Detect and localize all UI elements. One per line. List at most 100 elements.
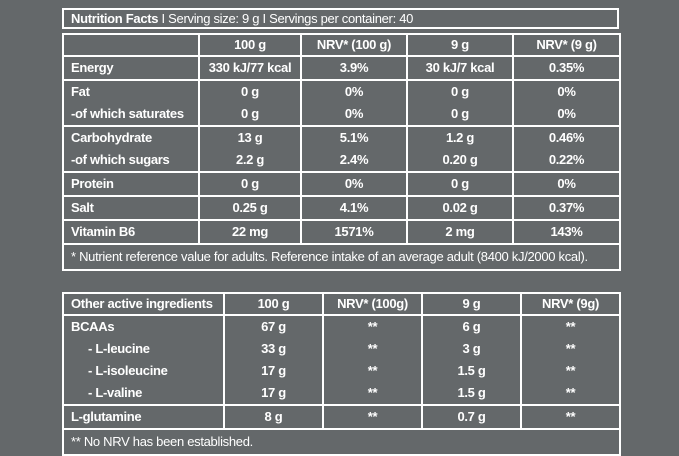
nutrient-value: 0% [512, 79, 621, 103]
nutrient-value: 0% [512, 171, 621, 196]
ingredient-label: BCAAs [62, 314, 225, 338]
nutrient-value: 0.25 g [198, 195, 302, 220]
header-nrv-9g: NRV* (9 g) [512, 34, 621, 56]
table-row-saturates: -of which saturates 0 g 0% 0 g 0% [62, 103, 621, 126]
ingredient-value: ** [520, 338, 621, 360]
nutrient-value: 0 g [198, 171, 302, 196]
nutrient-value: 0 g [198, 79, 302, 103]
table-row-energy: Energy 330 kJ/77 kcal 3.9% 30 kJ/7 kcal … [62, 55, 621, 80]
header-100g: 100 g [223, 293, 324, 315]
nutrient-value: 0.35% [512, 55, 621, 80]
nutrient-value: 0.22% [512, 149, 621, 172]
no-nrv-footnote-row: ** No NRV has been established. [62, 428, 621, 455]
nutrient-value: 143% [512, 219, 621, 244]
nutrient-label: Carbohydrate [62, 125, 200, 149]
ingredient-label: L-glutamine [62, 404, 225, 429]
header-100g: 100 g [198, 34, 302, 56]
nutrient-value: 1571% [300, 219, 408, 244]
ingredient-value: 67 g [223, 314, 324, 338]
nutrient-value: 0.46% [512, 125, 621, 149]
table-row-l-isoleucine: - L-isoleucine 17 g ** 1.5 g ** [62, 360, 621, 382]
nutrition-facts-title-bar: Nutrition Facts I Serving size: 9 g I Se… [62, 8, 619, 29]
nutrient-value: 3.9% [300, 55, 408, 80]
nutrient-value: 0 g [198, 103, 302, 126]
nutrient-value: 0 g [406, 103, 514, 126]
table-row-salt: Salt 0.25 g 4.1% 0.02 g 0.37% [62, 195, 621, 220]
nutrient-value: 4.1% [300, 195, 408, 220]
ingredient-value: ** [322, 382, 423, 405]
nutrient-value: 0.02 g [406, 195, 514, 220]
table-row-fat: Fat 0 g 0% 0 g 0% [62, 79, 621, 103]
ingredient-value: ** [322, 314, 423, 338]
ingredient-value: ** [322, 404, 423, 429]
header-nrv-100g: NRV* (100g) [322, 293, 423, 315]
table-row-protein: Protein 0 g 0% 0 g 0% [62, 171, 621, 196]
nutrient-label: Protein [62, 171, 200, 196]
ingredient-value: ** [520, 404, 621, 429]
table-row-l-leucine: - L-leucine 33 g ** 3 g ** [62, 338, 621, 360]
title-brand: Nutrition Facts [71, 11, 159, 26]
other-active-ingredients-table: Other active ingredients 100 g NRV* (100… [62, 292, 621, 456]
nutrient-value: 0.20 g [406, 149, 514, 172]
ingredient-value: 1.5 g [421, 382, 522, 405]
nutrient-value: 0 g [406, 171, 514, 196]
ingredient-value: 1.5 g [421, 360, 522, 382]
nutrition-label: Nutrition Facts I Serving size: 9 g I Se… [62, 8, 621, 456]
ingredient-value: ** [520, 314, 621, 338]
ingredients-header-row: Other active ingredients 100 g NRV* (100… [62, 293, 621, 315]
ingredient-value: 17 g [223, 360, 324, 382]
nrv-footnote-text: * Nutrient reference value for adults. R… [62, 243, 621, 270]
table-row-carbohydrate: Carbohydrate 13 g 5.1% 1.2 g 0.46% [62, 125, 621, 149]
nutrient-label: -of which saturates [62, 103, 200, 126]
nutrient-value: 30 kJ/7 kcal [406, 55, 514, 80]
ingredient-value: 33 g [223, 338, 324, 360]
nutrient-value: 1.2 g [406, 125, 514, 149]
nutrient-label: Salt [62, 195, 200, 220]
nutrition-header-row: 100 g NRV* (100 g) 9 g NRV* (9 g) [62, 34, 621, 56]
nutrient-value: 5.1% [300, 125, 408, 149]
ingredient-label: - L-leucine [62, 338, 225, 360]
header-other-active-ingredients: Other active ingredients [62, 293, 225, 315]
table-row-vitamin-b6: Vitamin B6 22 mg 1571% 2 mg 143% [62, 219, 621, 244]
nutrient-value: 0.37% [512, 195, 621, 220]
nutrient-value: 0% [300, 171, 408, 196]
nutrition-facts-table: 100 g NRV* (100 g) 9 g NRV* (9 g) Energy… [62, 33, 621, 271]
ingredient-label: - L-valine [62, 382, 225, 405]
title-serving-info: I Serving size: 9 g I Servings per conta… [158, 11, 414, 26]
table-row-bcaas: BCAAs 67 g ** 6 g ** [62, 314, 621, 338]
nrv-footnote-row: * Nutrient reference value for adults. R… [62, 243, 621, 270]
header-nrv-9g: NRV* (9g) [520, 293, 621, 315]
header-nrv-100g: NRV* (100 g) [300, 34, 408, 56]
nutrient-value: 330 kJ/77 kcal [198, 55, 302, 80]
nutrient-value: 0% [300, 79, 408, 103]
nutrient-value: 0% [300, 103, 408, 126]
nutrient-value: 13 g [198, 125, 302, 149]
ingredient-value: 0.7 g [421, 404, 522, 429]
header-9g: 9 g [421, 293, 522, 315]
nutrient-value: 22 mg [198, 219, 302, 244]
nutrient-label: Energy [62, 55, 200, 80]
no-nrv-footnote-text: ** No NRV has been established. [62, 428, 621, 455]
ingredient-label: - L-isoleucine [62, 360, 225, 382]
ingredient-value: 6 g [421, 314, 522, 338]
header-empty-cell [62, 34, 200, 56]
ingredient-value: 17 g [223, 382, 324, 405]
table-row-l-glutamine: L-glutamine 8 g ** 0.7 g ** [62, 404, 621, 429]
nutrient-label: -of which sugars [62, 149, 200, 172]
ingredient-value: 3 g [421, 338, 522, 360]
nutrient-value: 2.4% [300, 149, 408, 172]
nutrient-value: 0 g [406, 79, 514, 103]
table-row-sugars: -of which sugars 2.2 g 2.4% 0.20 g 0.22% [62, 149, 621, 172]
nutrient-value: 2 mg [406, 219, 514, 244]
table-row-l-valine: - L-valine 17 g ** 1.5 g ** [62, 382, 621, 405]
nutrient-label: Fat [62, 79, 200, 103]
nutrient-value: 2.2 g [198, 149, 302, 172]
ingredient-value: 8 g [223, 404, 324, 429]
ingredient-value: ** [322, 360, 423, 382]
ingredient-value: ** [520, 360, 621, 382]
nutrient-value: 0% [512, 103, 621, 126]
ingredient-value: ** [322, 338, 423, 360]
header-9g: 9 g [406, 34, 514, 56]
ingredient-value: ** [520, 382, 621, 405]
nutrient-label: Vitamin B6 [62, 219, 200, 244]
